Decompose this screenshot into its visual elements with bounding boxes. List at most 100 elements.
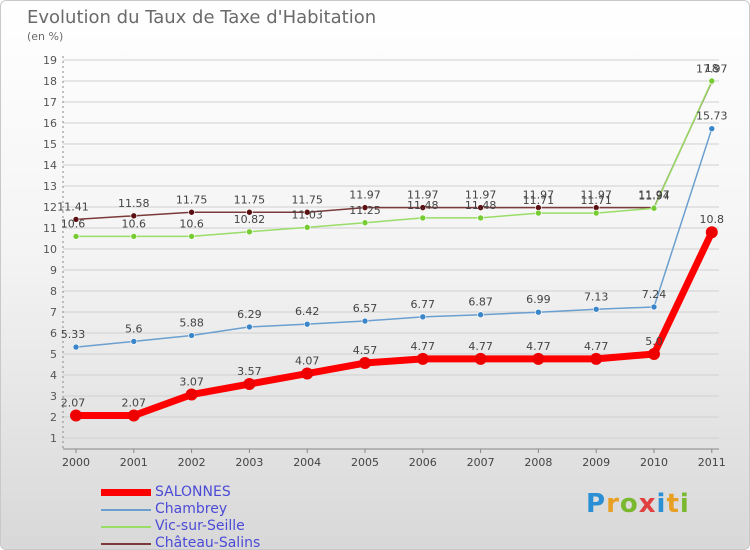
data-label: 7.13 (584, 290, 609, 303)
data-point (246, 228, 253, 236)
data-point (650, 303, 658, 311)
logo-letter: i (656, 489, 667, 519)
data-point (188, 208, 195, 216)
data-label: 4.77 (411, 340, 436, 353)
data-point (127, 409, 140, 422)
data-point (130, 338, 138, 345)
data-label: 4.57 (353, 344, 378, 357)
data-label: 11.97 (349, 189, 381, 202)
data-point (477, 204, 484, 211)
y-tick-label: 17 (43, 96, 57, 109)
data-label: 6.29 (237, 308, 262, 321)
x-tick-label: 2000 (62, 456, 90, 469)
y-tick-label: 19 (43, 54, 57, 67)
x-tick-label: 2008 (524, 456, 552, 469)
data-label: 11.97 (523, 189, 555, 202)
data-point (705, 226, 718, 239)
data-label: 11.71 (580, 194, 612, 207)
data-label: 11.75 (176, 193, 208, 206)
data-label: 15.73 (696, 110, 728, 123)
data-point (535, 209, 542, 217)
data-point (590, 352, 603, 365)
data-label: 11.41 (57, 200, 89, 213)
data-point (70, 409, 82, 422)
y-tick-label: 18 (43, 75, 57, 88)
series-line (75, 80, 713, 221)
data-label: 5.0 (645, 335, 663, 348)
x-tick-label: 2001 (120, 456, 148, 469)
x-tick-label: 2002 (178, 456, 206, 469)
data-point (72, 233, 80, 240)
data-label: 6.77 (411, 298, 436, 311)
data-label: 10.8 (700, 213, 725, 226)
x-tick-label: 2011 (698, 456, 726, 469)
y-tick-label: 14 (43, 159, 57, 172)
data-label: 4.07 (295, 355, 320, 368)
data-label: 5.6 (125, 322, 143, 335)
data-label: 4.77 (526, 340, 551, 353)
data-point (419, 214, 427, 222)
data-point (72, 343, 80, 351)
y-tick-label: 16 (43, 117, 57, 130)
data-label: 4.77 (584, 340, 609, 353)
data-point (416, 352, 429, 365)
y-tick-label: 12 (43, 201, 57, 214)
data-point (246, 323, 253, 331)
legend-label: SALONNES (155, 484, 231, 500)
data-label: 11.48 (407, 199, 439, 212)
data-point (648, 348, 660, 360)
data-label: 6.57 (353, 302, 378, 315)
data-point (303, 320, 311, 328)
legend-swatch (101, 543, 151, 545)
chart-unit: (en %) (27, 30, 64, 43)
data-label: 3.07 (179, 376, 204, 389)
y-tick-label: 13 (43, 180, 57, 193)
logo-letter: r (606, 489, 620, 519)
data-point (359, 357, 371, 370)
data-label: 11.75 (291, 193, 323, 206)
data-label: 11.97 (580, 189, 612, 202)
data-label: 11.97 (407, 189, 439, 202)
data-label: 18 (705, 62, 719, 75)
x-tick-label: 2010 (640, 456, 668, 469)
legend-swatch (101, 526, 151, 528)
data-label: 11.97 (465, 189, 497, 202)
data-point (535, 308, 542, 316)
data-point (708, 77, 716, 85)
data-point (246, 208, 253, 216)
series-line (75, 127, 713, 348)
data-point (243, 378, 256, 391)
data-label: 3.57 (237, 365, 262, 378)
data-label: 11.03 (291, 208, 323, 221)
data-label: 5.88 (179, 317, 204, 330)
data-point (361, 204, 369, 211)
data-point (650, 204, 658, 212)
data-label: 6.87 (468, 296, 493, 309)
y-tick-label: 11 (43, 222, 57, 235)
data-label: 6.99 (526, 293, 551, 306)
data-label: 7.24 (642, 288, 667, 301)
data-label: 11.97 (638, 189, 670, 202)
y-tick-label: 1 (50, 432, 57, 445)
data-point (72, 216, 80, 223)
data-point (477, 311, 484, 319)
data-point (592, 209, 600, 217)
logo-letter: i (679, 489, 690, 519)
data-point (361, 219, 369, 227)
y-tick-label: 4 (50, 369, 57, 382)
data-label: 11.75 (234, 193, 266, 206)
x-tick-label: 2003 (235, 456, 263, 469)
data-label: 2.07 (61, 397, 86, 410)
data-point (185, 388, 198, 401)
data-label: 2.07 (122, 397, 147, 410)
data-label: 10.6 (61, 217, 86, 230)
data-point (188, 233, 195, 240)
data-label: 11.25 (349, 204, 381, 217)
logo-letter: o (619, 489, 639, 519)
data-point (361, 317, 369, 325)
legend-label: Vic-sur-Seille (155, 518, 245, 534)
data-label: 11.94 (638, 189, 670, 202)
y-tick-label: 8 (50, 285, 57, 298)
series-line (72, 228, 716, 420)
